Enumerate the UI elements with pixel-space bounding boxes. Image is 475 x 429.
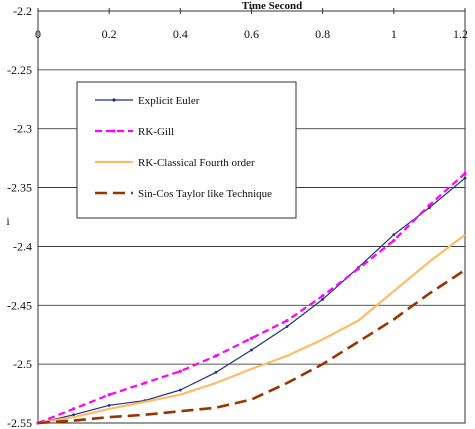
y-tick-label: -2.55	[7, 416, 32, 429]
x-tick-label: 1	[391, 27, 397, 41]
data-point	[392, 238, 396, 243]
legend-box	[76, 81, 297, 219]
x-tick-label: 0.6	[244, 27, 259, 41]
data-point	[463, 176, 467, 180]
y-tick-label: -2.25	[7, 63, 32, 77]
data-point	[178, 369, 182, 373]
data-point	[321, 298, 325, 301]
x-tick-label: 0	[35, 27, 41, 41]
data-point	[143, 381, 147, 385]
legend-marker	[112, 129, 116, 133]
data-point	[463, 171, 467, 176]
legend-marker	[112, 98, 116, 102]
data-point	[285, 325, 289, 328]
data-point	[285, 318, 289, 323]
x-tick-label: 1.2	[453, 27, 468, 41]
x-tick-label: 0.4	[173, 27, 188, 41]
legend-label: RK-Gill	[138, 126, 174, 138]
y-axis-ticks: -2.2 -2.25 -2.3 -2.35 -2.4 -2.45 -2.5 -2.55	[7, 4, 32, 429]
data-point	[356, 267, 360, 271]
data-point	[107, 403, 111, 407]
data-point	[392, 233, 396, 237]
legend-label: Sin-Cos Taylor like Technique	[138, 188, 272, 200]
data-point	[214, 370, 218, 374]
y-tick-label: -2.4	[13, 239, 32, 253]
data-point	[178, 388, 182, 392]
data-point	[249, 336, 254, 340]
y-tick-label: -2.45	[7, 298, 32, 312]
y-tick-label: -2.35	[7, 181, 32, 195]
legend-label: Explicit Euler	[138, 95, 200, 107]
data-point	[321, 294, 325, 298]
series-line-3	[37, 233, 466, 425]
y-tick-label: -2.2	[13, 4, 32, 18]
x-tick-label: 0.2	[102, 27, 117, 41]
series-lines	[36, 171, 467, 425]
x-tick-label: 0.8	[315, 27, 330, 41]
data-point	[250, 348, 253, 352]
series-line-4	[37, 268, 466, 425]
data-point	[214, 354, 218, 358]
data-point	[72, 413, 75, 417]
data-point	[427, 203, 432, 207]
y-tick-label: -2.5	[13, 357, 32, 371]
x-axis-label: Time Second	[242, 0, 303, 12]
data-point	[71, 407, 76, 411]
legend-label: RK-Classical Fourth order	[138, 157, 255, 169]
legend: Explicit Euler RK-Gill RK-Classical Fourth…	[76, 81, 297, 219]
y-tick-label: -2.3	[13, 122, 32, 136]
y-axis-label: i	[6, 214, 10, 228]
data-point	[107, 393, 111, 397]
x-axis-ticks: 0 0.2 0.4 0.6 0.8 1 1.2	[35, 8, 468, 41]
